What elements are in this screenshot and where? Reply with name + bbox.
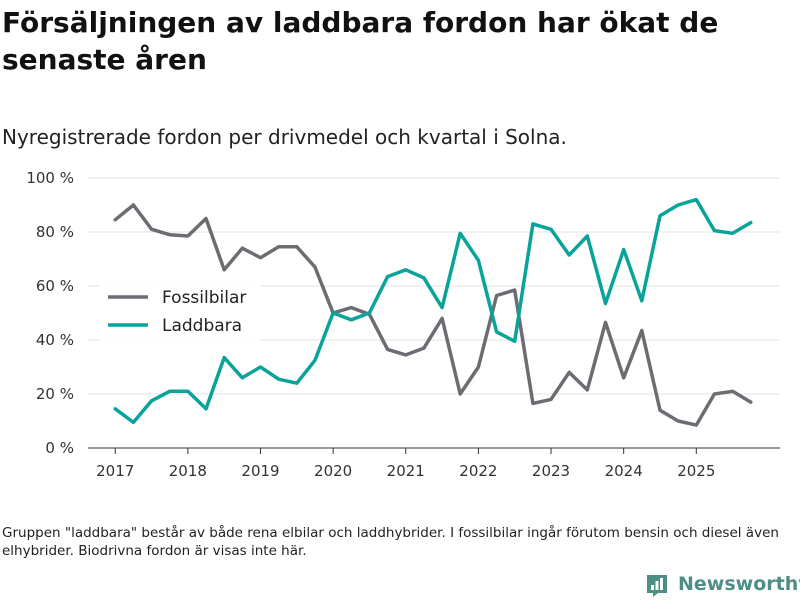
x-axis: 2017 2018 2019 2020 2021 2022 2023 2024 2025 (88, 447, 780, 480)
legend-box (100, 278, 260, 344)
x-tick-label: 2017 (96, 462, 134, 480)
chart-subtitle: Nyregistrerade fordon per drivmedel och … (2, 125, 567, 149)
y-tick-label: 40 % (36, 331, 74, 349)
legend-label-laddbara: Laddbara (162, 316, 242, 336)
brand[interactable]: Newsworthy (644, 570, 800, 598)
series-line-laddbara (113, 197, 753, 425)
legend-label-fossil: Fossilbilar (162, 288, 246, 308)
y-tick-label: 20 % (36, 385, 74, 403)
line-chart: 0 % 20 % 40 % 60 % 80 % 100 % 2017 2018 2019 202… (26, 169, 780, 480)
footnote: Gruppen "laddbara" består av både rena e… (2, 525, 779, 559)
series-lines (113, 197, 753, 427)
x-tick-label: 2021 (387, 462, 425, 480)
y-tick-label: 0 % (45, 439, 74, 457)
x-tick-label: 2023 (532, 462, 570, 480)
x-tick-label: 2019 (241, 462, 279, 480)
newsworthy-logo-icon (647, 575, 667, 597)
legend: Fossilbilar Laddbara (100, 278, 260, 344)
x-tick-label: 2018 (169, 462, 207, 480)
x-tick-label: 2025 (677, 462, 715, 480)
chart-title: Försäljningen av laddbara fordon har öka… (2, 6, 719, 76)
x-tick-label: 2022 (459, 462, 497, 480)
brand-name: Newsworthy (678, 573, 800, 595)
y-tick-label: 60 % (36, 277, 74, 295)
x-tick-label: 2024 (605, 462, 643, 480)
series-line-fossil (113, 203, 753, 427)
x-tick-label: 2020 (314, 462, 352, 480)
y-tick-label: 100 % (26, 169, 74, 187)
y-axis-tick-labels: 0 % 20 % 40 % 60 % 80 % 100 % (26, 169, 74, 457)
y-tick-label: 80 % (36, 223, 74, 241)
